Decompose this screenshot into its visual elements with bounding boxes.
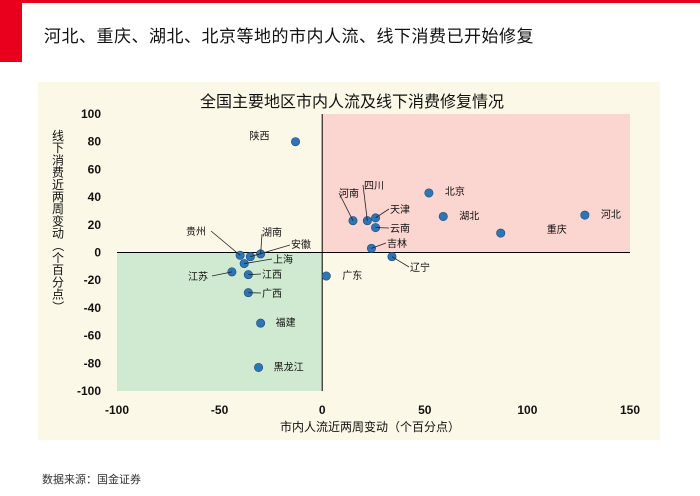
leader-line (371, 242, 387, 249)
header-red-bar (0, 0, 22, 62)
y-axis-title-char: 变 (52, 213, 64, 228)
x-tick-label: -50 (211, 403, 229, 417)
data-point (321, 271, 331, 281)
x-tick-label: 50 (418, 403, 432, 417)
leader-line (362, 184, 368, 221)
point-label: 广西 (262, 288, 282, 300)
source-note: 数据来源：国金证券 (42, 473, 141, 486)
x-tick-label: -100 (105, 403, 129, 417)
y-tick-label: 40 (88, 190, 102, 204)
data-point (254, 362, 264, 372)
y-axis-title-char: 下 (52, 141, 64, 155)
y-tick-label: 20 (88, 218, 102, 232)
x-tick-label: 0 (319, 403, 326, 417)
chart-title: 全国主要地区市内人流及线下消费修复情况 (200, 92, 504, 111)
leader-line (211, 271, 232, 277)
y-axis-title-char: 个 (52, 251, 64, 265)
y-axis-title-char: 周 (52, 202, 64, 216)
y-axis-title-char: 百 (52, 263, 64, 277)
point-label: 吉林 (387, 237, 407, 250)
point-label: 湖南 (262, 226, 282, 239)
x-tick-label: 150 (620, 403, 640, 417)
y-tick-label: -40 (84, 301, 102, 315)
point-label: 安徽 (291, 238, 311, 251)
leader-line (375, 208, 390, 219)
tick-labels: -100 -50 0 50 100 150 100 80 60 40 20 0 -20 -40 -60 -80… (77, 107, 640, 417)
point-label: 四川 (364, 181, 384, 192)
y-axis-title-char: 动 (52, 227, 64, 241)
quadrant-backgrounds (117, 114, 630, 391)
y-tick-label: 0 (94, 246, 101, 260)
x-axis-title: 市内人流近两周变动（个百分点） (280, 419, 460, 434)
axes (117, 114, 630, 391)
y-tick-label: -80 (84, 356, 102, 370)
point-label: 云南 (390, 222, 410, 235)
data-point (424, 188, 434, 198)
leader-line (248, 273, 262, 276)
point-label: 江西 (262, 269, 282, 281)
leader-line (391, 256, 410, 268)
point-label: 河北 (601, 209, 621, 221)
y-axis-title-char: 费 (52, 166, 64, 180)
data-point (580, 210, 590, 220)
point-label: 上海 (273, 253, 293, 266)
y-tick-label: 100 (81, 107, 101, 121)
y-axis-title-char: 线 (52, 129, 64, 143)
page-title: 河北、重庆、湖北、北京等地的市内人流、线下消费已开始修复 (44, 27, 534, 47)
header-top-line (0, 0, 700, 3)
y-tick-label: 60 (88, 162, 102, 176)
quadrant-negative (117, 252, 323, 391)
y-axis-title-char: 分 (52, 275, 64, 289)
point-label: 北京 (445, 185, 465, 198)
point-label: 湖北 (459, 210, 479, 222)
data-point (387, 252, 397, 262)
data-point (438, 211, 448, 221)
data-point (291, 137, 301, 147)
y-tick-label: -100 (77, 384, 101, 398)
leader-line (260, 233, 263, 254)
y-axis-title-char: 消 (52, 153, 64, 167)
point-label: 河南 (339, 187, 359, 200)
leader-line (244, 258, 273, 264)
point-label: 陕西 (250, 130, 270, 143)
point-label: 江苏 (188, 270, 208, 283)
point-label: 贵州 (186, 225, 206, 238)
point-label: 天津 (390, 204, 410, 216)
leader-line (250, 244, 291, 258)
y-tick-label: -60 (84, 329, 102, 343)
point-label: 福建 (276, 316, 296, 329)
y-axis-title-char: （ (51, 240, 65, 252)
data-point (256, 318, 266, 328)
point-label: 黑龙江 (274, 360, 304, 373)
y-axis-title-char: 两 (52, 190, 64, 204)
y-axis-title-char: ） (51, 301, 65, 313)
leader-line (338, 192, 354, 221)
point-label: 辽宁 (410, 261, 430, 274)
point-label: 重庆 (547, 223, 567, 236)
y-axis-title-char: 点 (52, 288, 64, 302)
point-label: 广东 (342, 269, 362, 282)
y-tick-label: -20 (84, 273, 102, 287)
leader-line (210, 230, 241, 256)
x-tick-label: 100 (517, 403, 537, 417)
y-tick-label: 80 (88, 135, 102, 149)
y-axis-title-char: 近 (52, 178, 64, 192)
data-point (496, 228, 506, 238)
